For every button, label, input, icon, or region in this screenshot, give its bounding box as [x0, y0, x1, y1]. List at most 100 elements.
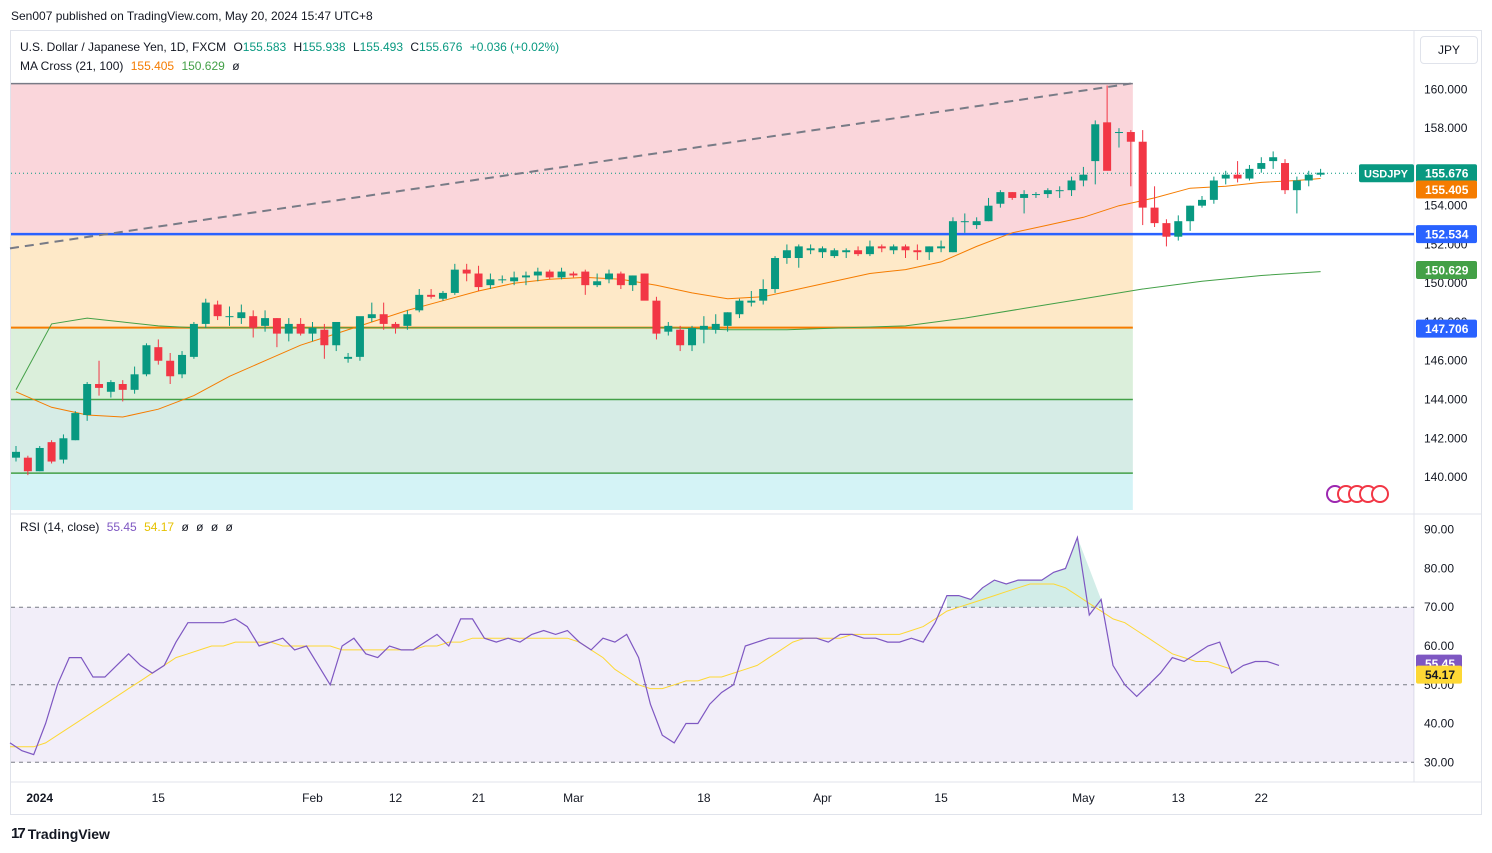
price-zone	[11, 399, 1133, 474]
candle-body	[106, 382, 115, 392]
candle-body	[830, 250, 839, 257]
candle-body	[510, 277, 519, 282]
candle-body	[12, 451, 20, 458]
candle-body	[569, 273, 578, 276]
rsi-tick-label: 90.00	[1424, 523, 1454, 537]
candle-body	[379, 314, 388, 324]
candle-body	[23, 457, 32, 472]
price-axis-label-bg	[1416, 164, 1477, 183]
price-tick-label: 144.000	[1424, 393, 1468, 407]
candle-body	[166, 360, 175, 377]
candle-body	[533, 271, 542, 276]
candle-body	[913, 250, 922, 253]
candle-body	[948, 221, 957, 253]
candle-body	[498, 279, 507, 281]
price-axis-label: 155.405	[1425, 183, 1469, 197]
candle-body	[462, 269, 471, 274]
chart-frame	[10, 30, 1482, 815]
candles-group	[12, 85, 1325, 476]
candle-body	[735, 300, 744, 315]
candle-body	[1126, 132, 1135, 142]
rsi-ma-line	[10, 583, 1232, 748]
candle-body	[1198, 199, 1206, 206]
candle-body	[628, 275, 637, 286]
candle-body	[593, 281, 602, 286]
candle-body	[1020, 194, 1029, 198]
candle-body	[605, 273, 613, 280]
candle-body	[1031, 194, 1040, 196]
time-tick-label: Mar	[563, 791, 584, 805]
candle-body	[272, 318, 281, 334]
price-zone	[11, 473, 1133, 510]
candle-body	[557, 271, 566, 278]
currency-button[interactable]: JPY	[1420, 36, 1478, 64]
candle-body	[83, 384, 92, 416]
candle-body	[474, 273, 483, 288]
candle-body	[806, 248, 815, 251]
candle-body	[332, 321, 341, 346]
low-label: L	[352, 40, 360, 54]
candle-body	[130, 374, 139, 390]
candle-body	[284, 323, 293, 334]
ma-label[interactable]: MA Cross (21, 100)	[20, 59, 124, 73]
close-value: 155.676	[419, 40, 463, 54]
rsi-label[interactable]: RSI (14, close)	[20, 520, 100, 534]
footer-brand: 17 TradingView	[11, 825, 110, 842]
candle-body	[1245, 168, 1254, 179]
candle-body	[237, 312, 246, 319]
candle-body	[664, 325, 673, 332]
ma-fast-value: 155.405	[130, 59, 175, 73]
candle-body	[213, 304, 222, 317]
time-tick-label: 15	[934, 791, 948, 805]
ma-slow-line	[15, 271, 1321, 391]
rsi-tick-label: 80.00	[1424, 561, 1454, 575]
candle-body	[1055, 190, 1064, 192]
candle-body	[71, 413, 80, 441]
candle-body	[545, 271, 554, 278]
symbol-tag-bg	[1359, 164, 1414, 183]
price-axis-label: 152.534	[1425, 228, 1469, 242]
candle-body	[1209, 180, 1218, 200]
candle-body	[35, 447, 44, 472]
candle-body	[1233, 174, 1242, 179]
rsi-extra: ø	[225, 520, 233, 534]
candle-body	[925, 246, 934, 253]
candle-body	[996, 192, 1005, 204]
rsi-tick-label: 40.00	[1424, 717, 1454, 731]
price-tick-label: 142.000	[1424, 431, 1468, 445]
candle-body	[367, 314, 376, 319]
candle-body	[877, 246, 886, 249]
candle-body	[818, 248, 827, 253]
candle-body	[1114, 132, 1123, 134]
candle-body	[640, 273, 649, 301]
candle-body	[1079, 174, 1088, 181]
candle-body	[296, 323, 305, 334]
candle-body	[1257, 163, 1266, 169]
rsi-tick-label: 60.00	[1424, 639, 1454, 653]
rsi-tick-label: 30.00	[1424, 755, 1454, 769]
low-value: 155.493	[359, 40, 404, 54]
candle-body	[889, 246, 898, 251]
symbol-tag: USDJPY	[1364, 169, 1409, 181]
change-value: +0.036 (+0.02%)	[469, 40, 560, 54]
candle-body	[1281, 163, 1290, 191]
price-axis-label: 54.17	[1425, 668, 1455, 682]
candle-body	[652, 300, 661, 334]
close-label: C	[410, 40, 420, 54]
candle-body	[901, 246, 910, 251]
price-zone	[11, 234, 1133, 328]
symbol-title[interactable]: U.S. Dollar / Japanese Yen, 1D, FXCM	[20, 40, 227, 54]
candle-body	[854, 250, 863, 255]
candle-body	[1150, 207, 1159, 224]
time-tick-label: 12	[389, 791, 403, 805]
price-axis-label: 150.629	[1425, 264, 1469, 278]
candle-body	[581, 271, 590, 286]
candle-body	[1304, 174, 1313, 181]
ma-legend: MA Cross (21, 100) 155.405 150.629 ø	[20, 59, 244, 73]
candle-body	[1008, 192, 1017, 198]
candle-body	[984, 205, 993, 222]
candle-body	[142, 345, 151, 375]
candle-body	[320, 329, 329, 346]
candle-body	[1162, 223, 1171, 237]
